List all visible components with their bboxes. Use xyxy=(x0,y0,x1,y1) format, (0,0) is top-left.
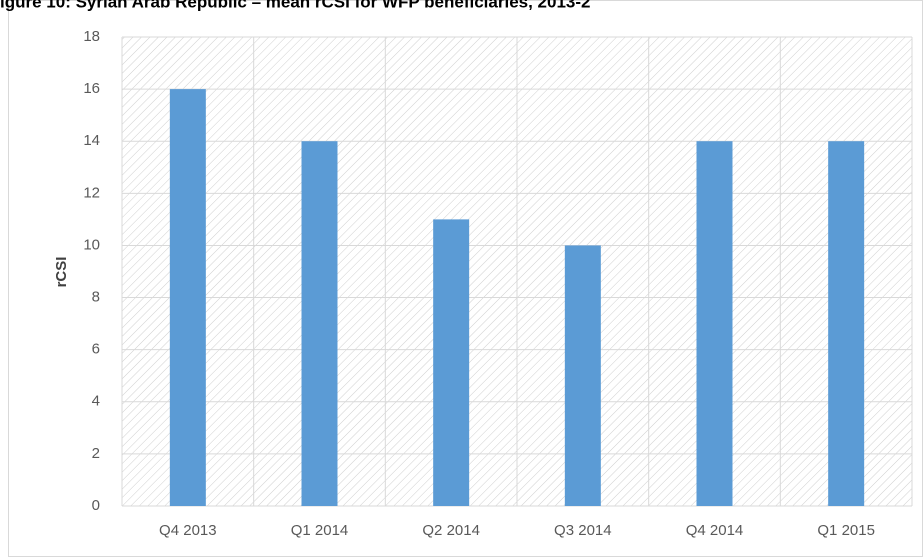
bar xyxy=(169,89,206,506)
y-tick-label: 10 xyxy=(83,236,100,253)
chart-title: igure 10: Syrian Arab Republic – mean rC… xyxy=(0,0,590,11)
x-tick-label: Q1 2014 xyxy=(291,522,349,539)
bar xyxy=(828,141,865,506)
bar xyxy=(696,141,733,506)
x-tick-label: Q1 2015 xyxy=(817,522,875,539)
bar xyxy=(433,219,470,506)
y-tick-label: 6 xyxy=(92,341,100,358)
x-tick-label: Q3 2014 xyxy=(554,522,612,539)
y-tick-label: 2 xyxy=(92,445,100,462)
bar xyxy=(564,245,601,506)
y-tick-label: 18 xyxy=(83,28,100,45)
x-tick-label: Q4 2013 xyxy=(159,522,217,539)
y-axis-label: rCSI xyxy=(53,257,70,288)
y-tick-label: 16 xyxy=(83,80,100,97)
y-tick-label: 0 xyxy=(92,497,100,514)
x-tick-label: Q2 2014 xyxy=(422,522,480,539)
y-tick-label: 14 xyxy=(83,132,100,149)
x-tick-label: Q4 2014 xyxy=(686,522,744,539)
y-tick-label: 12 xyxy=(83,184,100,201)
bar xyxy=(301,141,338,506)
y-tick-label: 8 xyxy=(92,289,100,306)
y-tick-label: 4 xyxy=(92,393,100,410)
